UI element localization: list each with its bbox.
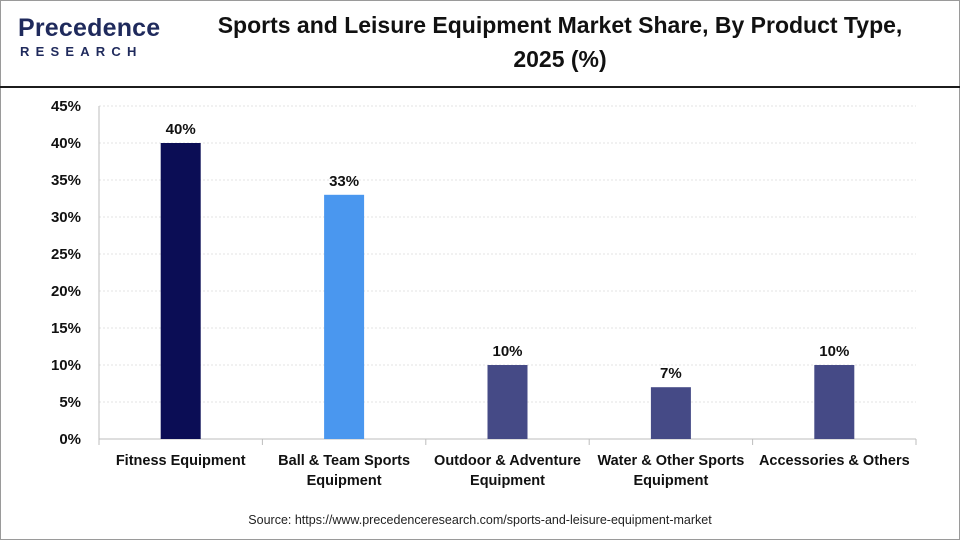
- bar: [487, 365, 528, 439]
- y-tick-label: 20%: [51, 283, 81, 300]
- y-tick-label: 30%: [51, 209, 81, 226]
- y-tick-label: 35%: [51, 172, 81, 189]
- data-label: 10%: [819, 343, 849, 360]
- y-tick-label: 40%: [51, 135, 81, 152]
- bar: [650, 387, 691, 439]
- y-tick-label: 45%: [51, 98, 81, 115]
- x-tick-label: Outdoor & Adventure: [434, 453, 581, 469]
- x-tick-label: Accessories & Others: [759, 453, 910, 469]
- x-tick-label: Water & Other Sports: [597, 453, 744, 469]
- x-tick-label: Ball & Team Sports: [278, 453, 410, 469]
- data-label: 10%: [492, 343, 522, 360]
- y-tick-label: 5%: [59, 394, 81, 411]
- bar: [160, 143, 201, 439]
- y-tick-label: 0%: [59, 431, 81, 448]
- y-tick-label: 10%: [51, 357, 81, 374]
- x-tick-label: Equipment: [307, 473, 382, 489]
- header: Precedence RESEARCH Sports and Leisure E…: [0, 0, 960, 86]
- bar: [814, 365, 855, 439]
- bar-chart: 0% 5% 10% 15% 20% 25% 30% 35% 40% 45% 40% Fitness E…: [51, 98, 917, 489]
- source-note: Source: https://www.precedenceresearch.c…: [248, 513, 712, 527]
- bar: [324, 194, 365, 439]
- y-tick-label: 25%: [51, 246, 81, 263]
- brand-logo: Precedence RESEARCH: [18, 14, 168, 64]
- x-tick-label: Equipment: [470, 473, 545, 489]
- chart-title: Sports and Leisure Equipment Market Shar…: [217, 12, 903, 72]
- brand-sub: RESEARCH: [20, 44, 143, 59]
- x-tick-label: Fitness Equipment: [116, 453, 246, 469]
- brand-name: Precedence: [18, 14, 161, 42]
- data-label: 7%: [660, 365, 682, 382]
- header-divider: [0, 86, 960, 88]
- data-label: 33%: [329, 173, 359, 190]
- x-tick-label: Equipment: [633, 473, 708, 489]
- y-tick-label: 15%: [51, 320, 81, 337]
- data-label: 40%: [166, 121, 196, 138]
